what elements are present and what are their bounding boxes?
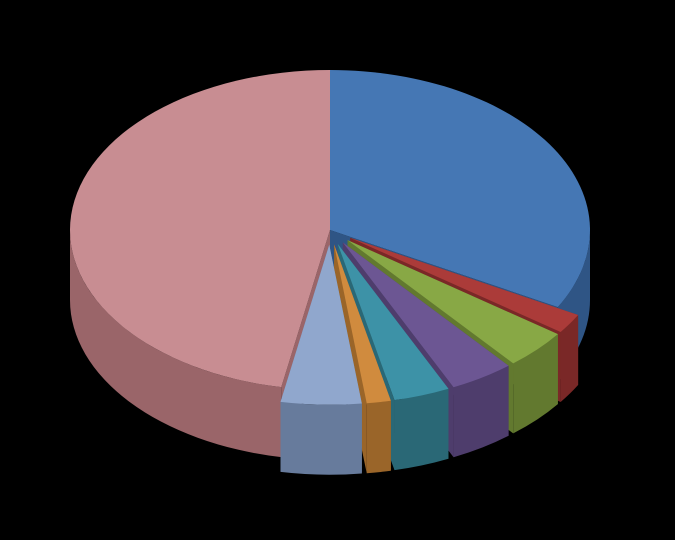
pie-slice-wall bbox=[281, 402, 362, 475]
pie-chart-3d bbox=[0, 0, 675, 540]
pie-slice-wall bbox=[394, 389, 448, 470]
pie-slice-wall bbox=[367, 401, 391, 474]
